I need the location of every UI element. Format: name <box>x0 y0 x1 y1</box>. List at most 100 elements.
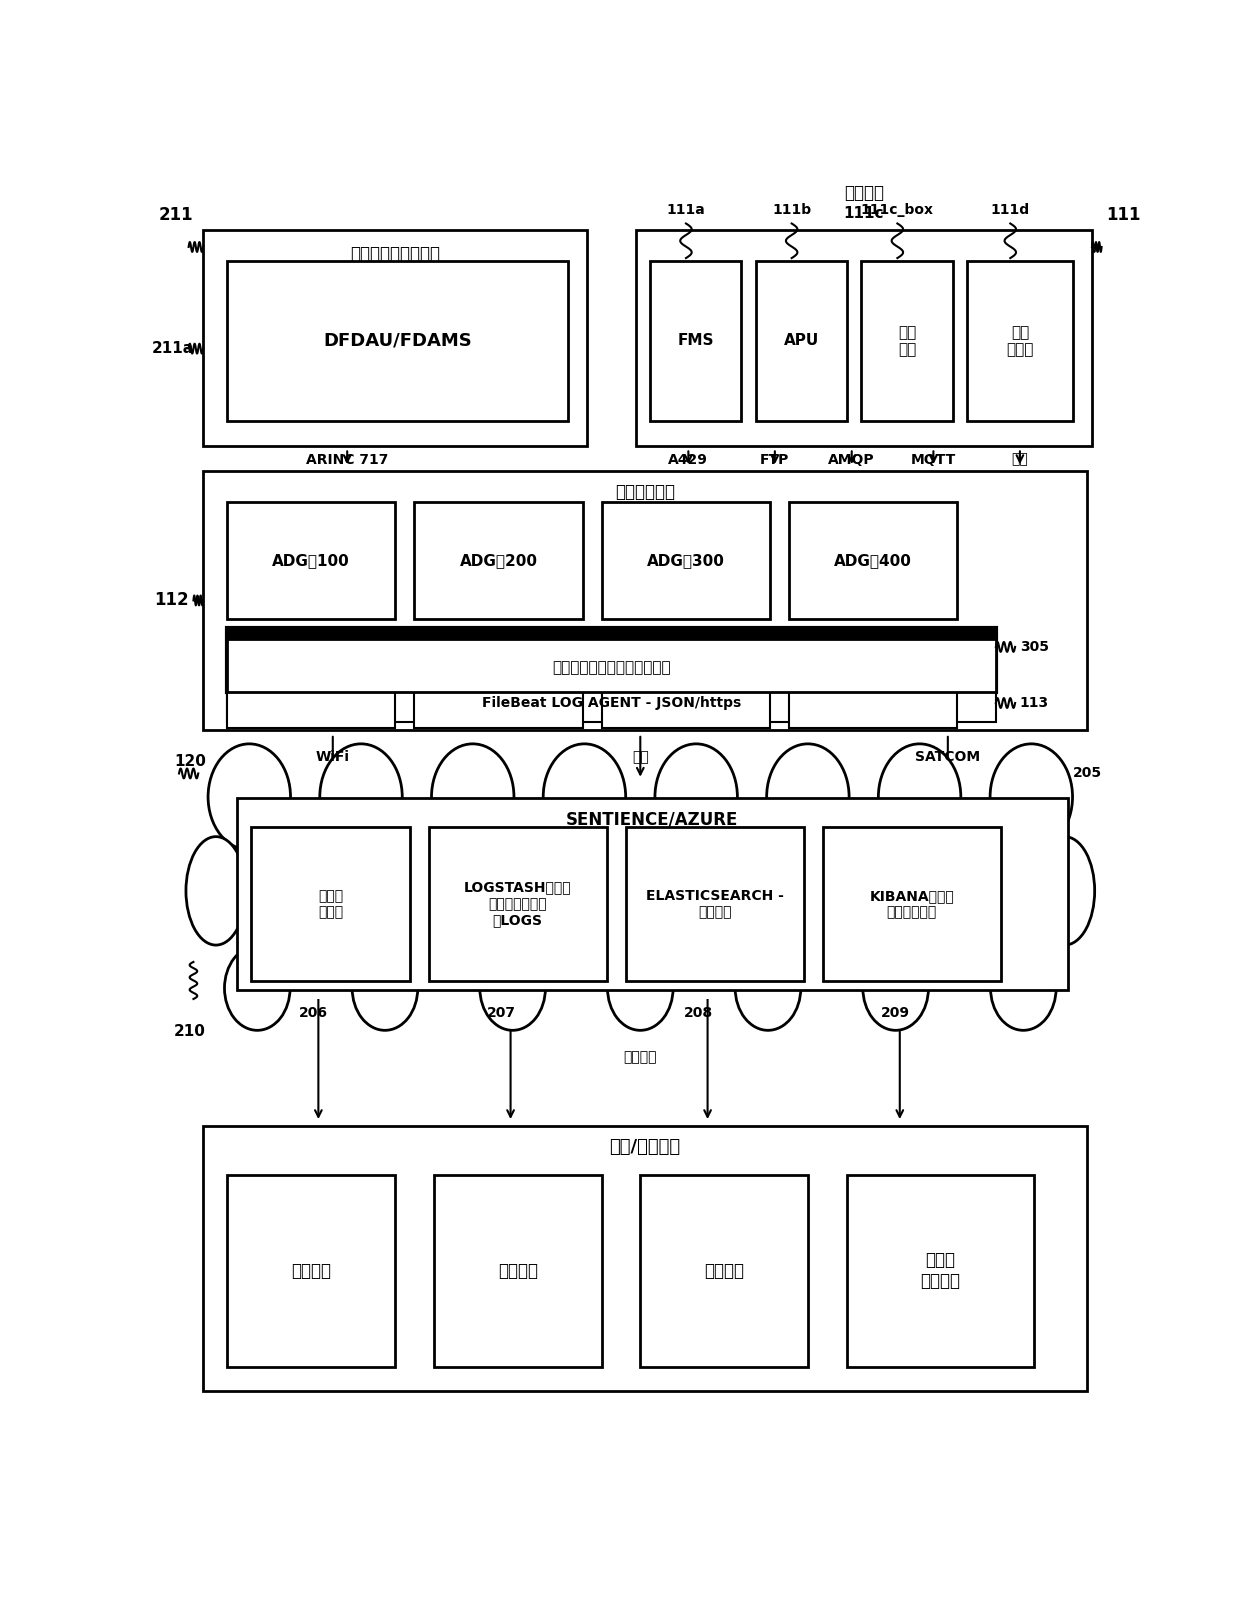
Text: 209: 209 <box>880 1006 909 1019</box>
Bar <box>203 230 588 446</box>
Text: 蜂窝: 蜂窝 <box>632 751 649 764</box>
Text: 305: 305 <box>1019 640 1049 653</box>
Bar <box>227 687 396 727</box>
Ellipse shape <box>766 743 849 851</box>
Text: ADG－100: ADG－100 <box>273 552 350 568</box>
Bar <box>635 230 1092 446</box>
Ellipse shape <box>990 743 1073 851</box>
Bar <box>823 827 1001 981</box>
Text: 111: 111 <box>1106 205 1141 223</box>
Text: APU: APU <box>784 334 818 348</box>
Bar <box>250 827 409 981</box>
Ellipse shape <box>878 743 961 851</box>
Bar <box>650 260 742 421</box>
Text: DFDAU/FDAMS: DFDAU/FDAMS <box>324 332 472 350</box>
Bar <box>203 1125 1087 1392</box>
Bar <box>227 628 996 692</box>
Ellipse shape <box>543 743 626 851</box>
Bar <box>862 260 952 421</box>
Ellipse shape <box>208 743 290 851</box>
Text: 211a: 211a <box>151 342 193 356</box>
Bar <box>227 501 396 620</box>
Text: ADG－300: ADG－300 <box>647 552 725 568</box>
Bar <box>789 687 957 727</box>
Ellipse shape <box>432 743 513 851</box>
Text: 视觉监
测和报警: 视觉监 测和报警 <box>920 1252 961 1290</box>
Bar <box>789 501 957 620</box>
Text: FTP: FTP <box>760 453 790 467</box>
Text: 车辆数据网关边缘计算微服务: 车辆数据网关边缘计算微服务 <box>552 660 671 676</box>
Text: 206: 206 <box>299 1006 329 1019</box>
Ellipse shape <box>863 945 929 1030</box>
Ellipse shape <box>735 945 801 1030</box>
Ellipse shape <box>352 945 418 1030</box>
Ellipse shape <box>1034 836 1095 945</box>
Text: 车辆数据采集和管理: 车辆数据采集和管理 <box>350 244 440 263</box>
Bar <box>227 684 996 722</box>
Ellipse shape <box>224 945 290 1030</box>
Text: 207: 207 <box>486 1006 516 1019</box>
Text: 120: 120 <box>174 754 206 769</box>
Text: 211: 211 <box>159 205 193 223</box>
Bar <box>414 501 583 620</box>
Text: SATCOM: SATCOM <box>915 751 981 764</box>
Bar <box>193 791 1087 998</box>
Bar <box>601 687 770 727</box>
Text: ADG－400: ADG－400 <box>835 552 913 568</box>
Text: 205: 205 <box>1073 767 1102 780</box>
Text: AMQP: AMQP <box>828 453 875 467</box>
Text: 111c_box: 111c_box <box>861 204 934 217</box>
Text: 微服务
构建器: 微服务 构建器 <box>317 889 343 920</box>
Text: 导航
和监控: 导航 和监控 <box>1006 324 1034 356</box>
Bar <box>640 1175 808 1367</box>
Bar <box>227 628 996 639</box>
Bar <box>434 1175 601 1367</box>
Text: SENTIENCE/AZURE: SENTIENCE/AZURE <box>567 811 739 828</box>
Text: ELASTICSEARCH -
分析引擎: ELASTICSEARCH - 分析引擎 <box>646 889 784 920</box>
Bar <box>227 260 568 421</box>
Ellipse shape <box>480 945 546 1030</box>
Text: ARINC 717: ARINC 717 <box>306 453 388 467</box>
Text: A429: A429 <box>668 453 708 467</box>
Text: 车辆数据网关: 车辆数据网关 <box>615 483 675 501</box>
Bar <box>237 798 1068 990</box>
Bar <box>601 501 770 620</box>
Bar <box>227 639 996 692</box>
Text: FileBeat LOG AGENT - JSON/https: FileBeat LOG AGENT - JSON/https <box>482 697 742 709</box>
Text: 111b: 111b <box>773 204 811 217</box>
Text: 111a: 111a <box>667 204 706 217</box>
Text: 维护监测: 维护监测 <box>704 1262 744 1279</box>
Text: 208: 208 <box>683 1006 713 1019</box>
Bar <box>429 827 606 981</box>
Bar <box>203 470 1087 730</box>
Bar <box>227 1175 396 1367</box>
Text: FMS: FMS <box>677 334 714 348</box>
Text: 引擎
控制: 引擎 控制 <box>898 324 916 356</box>
Text: 控制监测: 控制监测 <box>497 1262 538 1279</box>
Text: 111d: 111d <box>991 204 1030 217</box>
Bar <box>414 687 583 727</box>
Text: WiFi: WiFi <box>316 751 350 764</box>
Bar <box>967 260 1073 421</box>
Text: 性能监测: 性能监测 <box>291 1262 331 1279</box>
Text: 网络/移动平台: 网络/移动平台 <box>610 1138 681 1156</box>
Ellipse shape <box>320 743 402 851</box>
Ellipse shape <box>186 836 246 945</box>
Bar <box>626 827 804 981</box>
Bar <box>847 1175 1034 1367</box>
Text: LOGSTASH监测－
收集、解析并存
储LOGS: LOGSTASH监测－ 收集、解析并存 储LOGS <box>464 881 572 928</box>
Text: 网络服务: 网络服务 <box>624 1051 657 1064</box>
Text: 车辆系统: 车辆系统 <box>843 185 884 202</box>
Text: 111c: 111c <box>843 205 884 221</box>
Ellipse shape <box>608 945 673 1030</box>
Ellipse shape <box>991 945 1056 1030</box>
Text: MQTT: MQTT <box>911 453 956 467</box>
Text: 定制: 定制 <box>1012 453 1028 467</box>
Bar <box>755 260 847 421</box>
Text: ADG－200: ADG－200 <box>460 552 538 568</box>
Ellipse shape <box>655 743 738 851</box>
Text: 112: 112 <box>154 591 188 610</box>
Text: 210: 210 <box>174 1024 206 1038</box>
Text: 113: 113 <box>1019 697 1049 709</box>
Text: KIBANA－图形
可视化与探索: KIBANA－图形 可视化与探索 <box>869 889 954 920</box>
